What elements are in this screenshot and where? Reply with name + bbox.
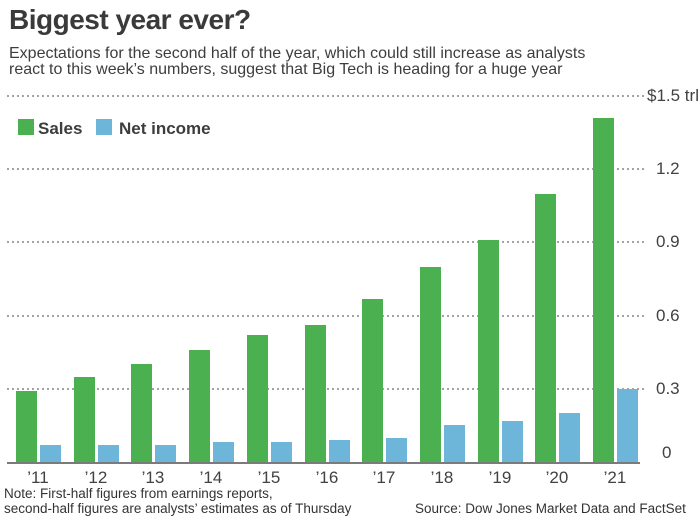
chart-title: Biggest year ever?: [9, 4, 251, 35]
bar-net-income-20: [559, 413, 580, 462]
gridline: [7, 315, 645, 317]
x-axis-label: ’18: [430, 468, 454, 487]
bar-sales-12: [74, 377, 95, 462]
bar-net-income-13: [155, 445, 176, 462]
footnote: Note: First-half figures from earnings r…: [4, 486, 352, 516]
x-axis-label: ’11: [27, 468, 49, 487]
x-axis-line: [7, 462, 640, 464]
chart-subtitle: Expectations for the second half of the …: [9, 46, 585, 78]
bar-sales-16: [305, 325, 326, 462]
legend-label-net-income: Net income: [119, 119, 211, 138]
x-axis-label: ’15: [257, 468, 281, 487]
chart-subtitle-line-2: react to this week’s numbers, suggest th…: [9, 61, 563, 78]
bar-sales-15: [247, 335, 268, 462]
x-axis-label: ’21: [603, 468, 627, 487]
bar-sales-14: [189, 350, 210, 462]
bar-net-income-17: [386, 438, 407, 462]
source-credit: Source: Dow Jones Market Data and FactSe…: [415, 501, 686, 516]
y-axis-tick-label: 0.9: [656, 232, 680, 251]
x-axis-label: ’17: [372, 468, 396, 487]
y-axis-tick-label: 0.6: [656, 306, 680, 325]
bar-sales-18: [420, 267, 441, 462]
footnote-line-2: second-half figures are analysts’ estima…: [4, 500, 352, 516]
gridline: [7, 388, 645, 390]
bar-net-income-15: [271, 442, 292, 462]
gridline: [7, 168, 645, 170]
bar-net-income-12: [98, 445, 119, 462]
bar-sales-21: [593, 118, 614, 462]
bar-net-income-19: [502, 421, 523, 462]
x-axis-label: ’19: [488, 468, 512, 487]
y-axis-tick-label: 1.2: [656, 159, 680, 178]
bar-sales-11: [16, 391, 37, 462]
x-axis-label: ’14: [199, 468, 223, 487]
bar-net-income-18: [444, 425, 465, 462]
y-axis-tick-label: 0.3: [656, 379, 680, 398]
x-axis-label: ’16: [315, 468, 339, 487]
y-axis-tick-label: $1.5 trl: [647, 86, 699, 105]
legend-swatch-sales: [18, 119, 34, 135]
bar-sales-20: [535, 194, 556, 462]
bar-sales-19: [478, 240, 499, 462]
gridline: [7, 241, 645, 243]
legend-label-sales: Sales: [38, 119, 83, 138]
bar-sales-13: [131, 364, 152, 462]
bar-net-income-14: [213, 442, 234, 462]
gridline: [7, 95, 645, 97]
legend-swatch-net-income: [96, 119, 112, 135]
bar-net-income-21: [617, 389, 638, 462]
footnote-line-1: Note: First-half figures from earnings r…: [4, 486, 273, 501]
chart-subtitle-line-1: Expectations for the second half of the …: [9, 45, 586, 62]
bar-sales-17: [362, 299, 383, 462]
x-axis-label: ’12: [84, 468, 108, 487]
bar-net-income-16: [329, 440, 350, 462]
x-axis-label: ’20: [545, 468, 569, 487]
x-axis-label: ’13: [141, 468, 165, 487]
y-axis-tick-label: 0: [662, 443, 672, 462]
bar-net-income-11: [40, 445, 61, 462]
